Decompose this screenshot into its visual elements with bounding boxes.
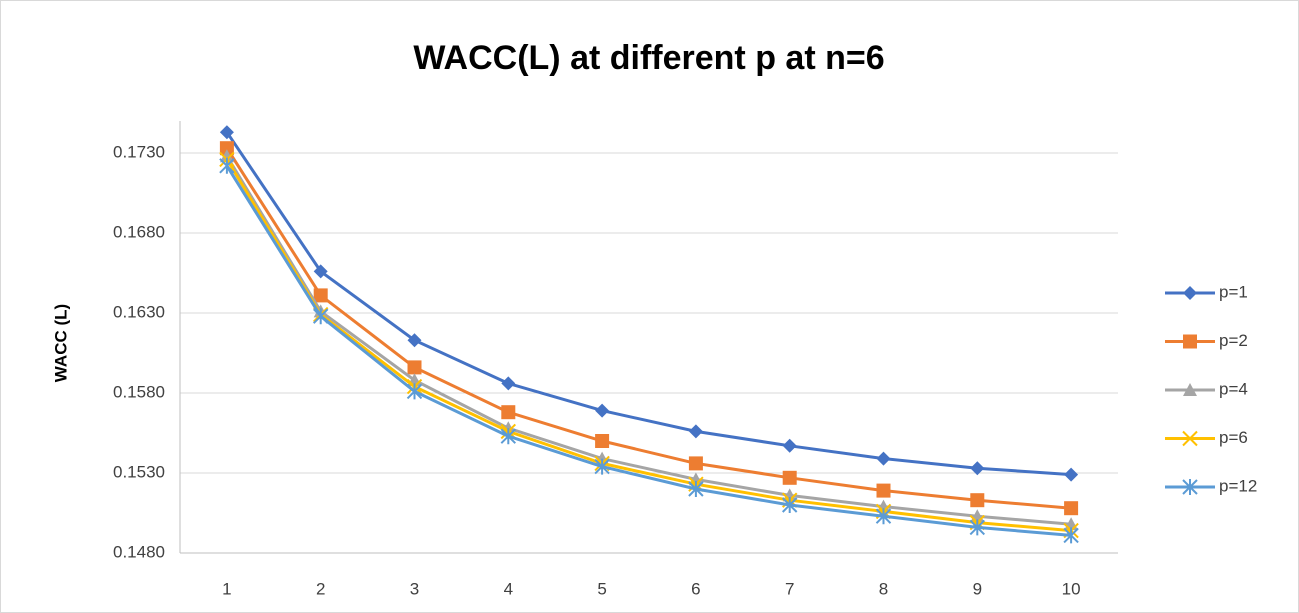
series-line	[225, 131, 1072, 477]
marker	[594, 458, 610, 475]
marker	[219, 125, 234, 140]
legend-marker	[1182, 479, 1198, 495]
marker	[876, 483, 891, 498]
marker	[970, 461, 985, 476]
marker	[313, 288, 328, 303]
y-tick-label: 0.1680	[113, 222, 165, 241]
marker	[876, 451, 891, 466]
marker	[500, 428, 517, 445]
x-tick-label: 4	[504, 579, 513, 598]
legend-label: p=1	[1219, 282, 1248, 301]
marker	[688, 456, 703, 471]
marker	[406, 383, 423, 400]
series-line	[225, 147, 1072, 510]
marker	[781, 497, 798, 513]
y-axis-label: WACC (L)	[51, 304, 70, 382]
marker	[595, 434, 610, 448]
x-tick-label: 9	[973, 579, 982, 598]
legend-label: p=6	[1219, 428, 1248, 447]
series-line	[225, 165, 1072, 537]
y-tick-label: 0.1630	[113, 302, 165, 321]
x-tick-label: 7	[785, 579, 794, 598]
marker	[595, 403, 610, 418]
marker	[876, 499, 891, 513]
legend-marker	[1182, 430, 1198, 447]
marker	[1064, 467, 1079, 482]
y-tick-label: 0.1580	[113, 382, 165, 401]
x-tick-label: 2	[316, 579, 325, 598]
x-tick-label: 3	[410, 579, 419, 598]
legend-label: p=12	[1219, 476, 1257, 495]
marker	[782, 470, 797, 485]
series-line	[225, 158, 1072, 533]
marker	[782, 438, 797, 453]
marker	[501, 376, 516, 391]
legend-label: p=4	[1219, 379, 1248, 398]
marker	[313, 264, 328, 279]
y-tick-label: 0.1480	[113, 542, 165, 561]
legend-marker	[1183, 286, 1197, 300]
chart-title: WACC(L) at different p at n=6	[413, 39, 884, 77]
series-line	[225, 155, 1072, 526]
marker	[970, 493, 985, 508]
marker	[501, 405, 516, 420]
y-tick-label: 0.1730	[113, 142, 165, 161]
marker	[407, 333, 422, 348]
x-tick-label: 1	[222, 579, 231, 598]
marker	[1063, 527, 1079, 544]
marker	[407, 360, 422, 375]
marker	[219, 157, 235, 174]
marker	[219, 149, 234, 163]
marker	[688, 424, 703, 439]
legend-label: p=2	[1219, 331, 1248, 350]
y-tick-label: 0.1530	[113, 462, 165, 481]
x-tick-label: 5	[597, 579, 606, 598]
legend-marker	[1183, 334, 1197, 349]
marker	[219, 141, 234, 156]
legend-marker	[1183, 383, 1197, 396]
marker	[969, 519, 986, 536]
marker	[875, 508, 892, 525]
marker	[1064, 501, 1079, 516]
marker	[312, 308, 329, 325]
x-tick-label: 6	[691, 579, 700, 598]
marker	[688, 481, 704, 497]
x-tick-label: 8	[879, 579, 888, 598]
x-tick-label: 10	[1062, 579, 1081, 598]
